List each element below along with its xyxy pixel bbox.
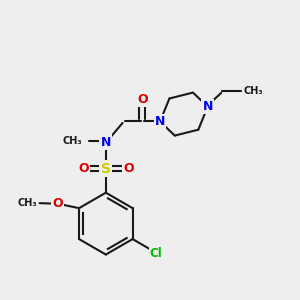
Text: N: N <box>155 115 165 128</box>
Text: O: O <box>123 162 134 175</box>
Text: N: N <box>202 100 213 113</box>
Text: N: N <box>100 136 111 148</box>
Text: S: S <box>101 161 111 176</box>
Text: O: O <box>78 162 89 175</box>
Text: Cl: Cl <box>150 247 163 260</box>
Text: O: O <box>52 197 63 210</box>
Text: CH₃: CH₃ <box>18 198 37 208</box>
Text: CH₃: CH₃ <box>63 136 82 146</box>
Text: O: O <box>137 93 148 106</box>
Text: CH₃: CH₃ <box>243 86 263 96</box>
